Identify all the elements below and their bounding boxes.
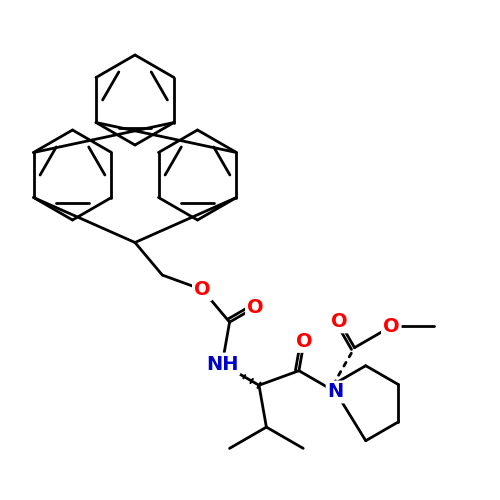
Text: O: O [247, 298, 264, 317]
Text: O: O [332, 312, 348, 332]
Text: O: O [296, 332, 312, 351]
Text: O: O [383, 317, 400, 336]
Text: N: N [328, 382, 344, 402]
Text: NH: NH [206, 354, 238, 374]
Text: O: O [194, 280, 210, 299]
